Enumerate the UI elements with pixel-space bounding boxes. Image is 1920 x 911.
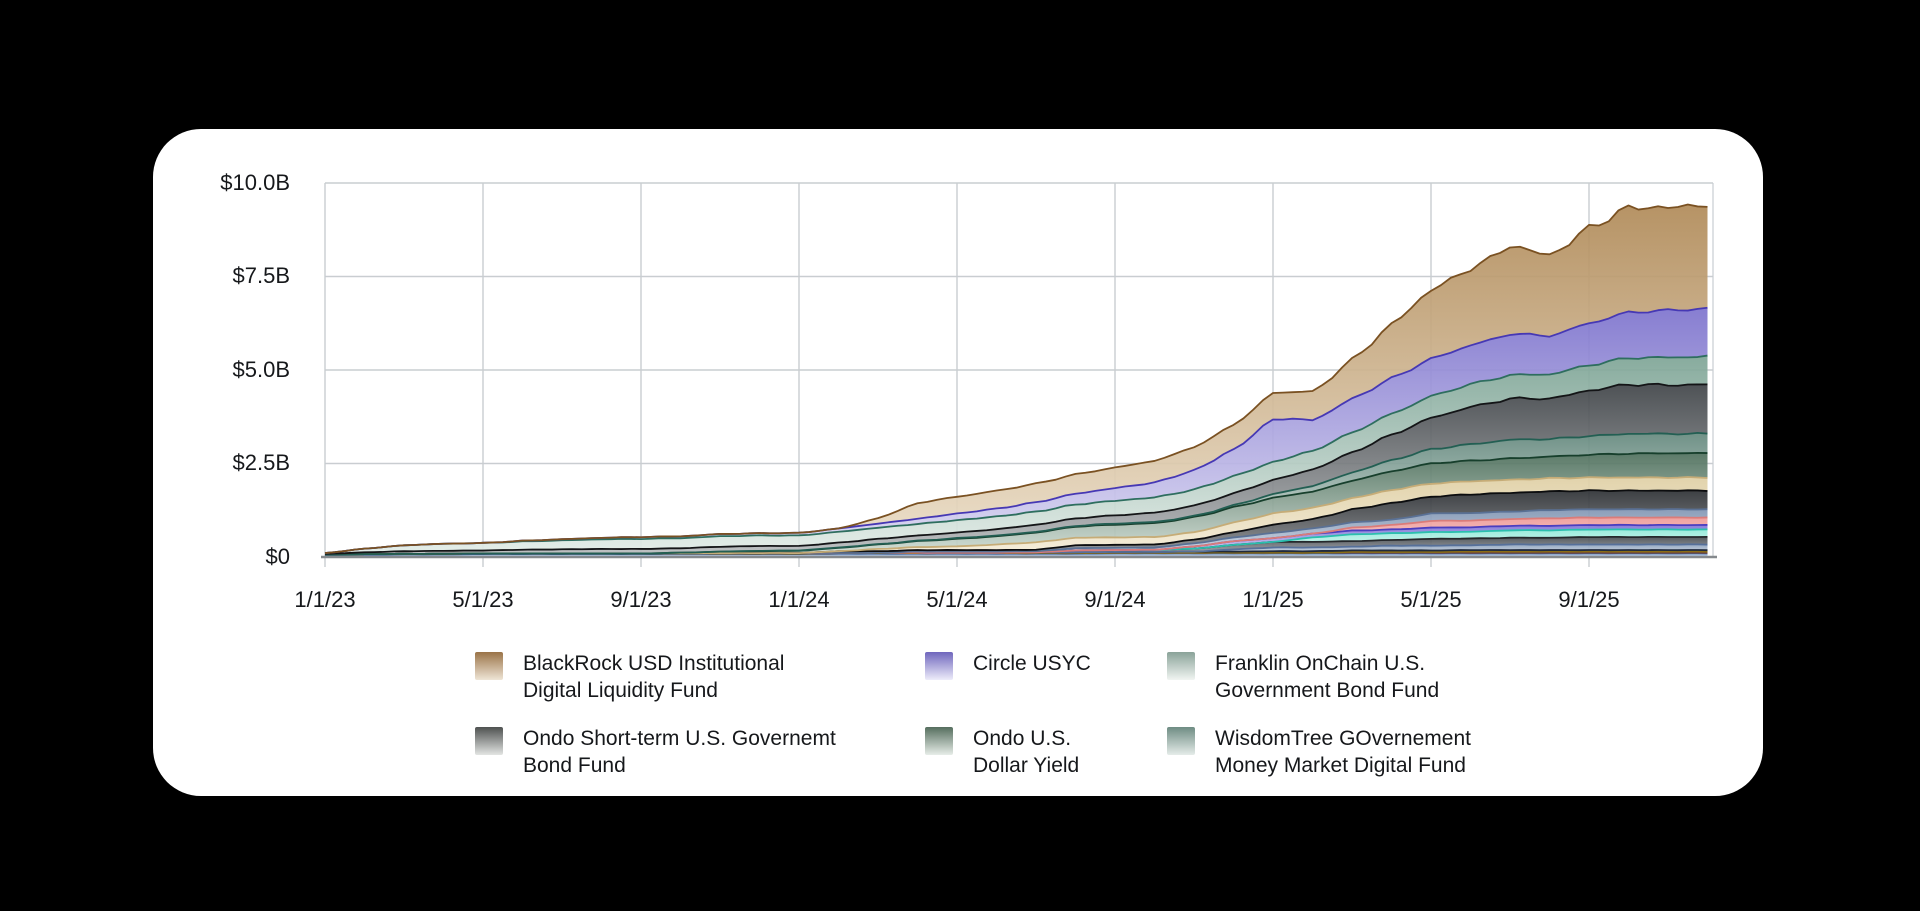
y-tick-7-5b: $7.5B xyxy=(232,263,291,288)
legend-line2: Money Market Digital Fund xyxy=(1215,754,1466,777)
legend-line1: Ondo U.S. xyxy=(973,727,1072,750)
legend-line1: WisdomTree GOvernement xyxy=(1215,727,1471,750)
y-tick-2-5b: $2.5B xyxy=(232,450,291,475)
legend-item-circle-usyc: Circle USYC xyxy=(925,650,1091,680)
legend-label-franklin-onchain: Franklin OnChain U.S. Government Bond Fun… xyxy=(1215,650,1439,704)
legend-line1: Circle USYC xyxy=(973,652,1091,675)
franklin-onchain-swatch xyxy=(1167,652,1195,680)
legend-item-wisdomtree: WisdomTree GOvernement Money Market Digit… xyxy=(1167,725,1471,779)
legend-item-franklin-onchain: Franklin OnChain U.S. Government Bond Fun… xyxy=(1167,650,1439,704)
wisdomtree-swatch xyxy=(1167,727,1195,755)
legend-line2: Bond Fund xyxy=(523,754,626,777)
x-tick-1-1-23: 1/1/23 xyxy=(294,587,356,612)
legend-line1: Franklin OnChain U.S. xyxy=(1215,652,1426,675)
legend-label-ondo-dollar-yield: Ondo U.S. Dollar Yield xyxy=(973,725,1079,779)
x-tick-5-1-23: 5/1/23 xyxy=(452,587,514,612)
x-tick-9-1-24: 9/1/24 xyxy=(1084,587,1146,612)
x-tick-9-1-23: 9/1/23 xyxy=(610,587,672,612)
legend-line1: Ondo Short-term U.S. Governemt xyxy=(523,727,836,750)
legend-item-blackrock-buidl: BlackRock USD Institutional Digital Liqui… xyxy=(475,650,784,704)
x-tick-1-1-25: 1/1/25 xyxy=(1242,587,1304,612)
legend-line1: BlackRock USD Institutional xyxy=(523,652,785,675)
legend-item-ondo-short-term: Ondo Short-term U.S. Governemt Bond Fund xyxy=(475,725,836,779)
legend-label-blackrock-buidl: BlackRock USD Institutional Digital Liqui… xyxy=(523,650,784,704)
x-tick-5-1-25: 5/1/25 xyxy=(1400,587,1462,612)
legend-label-ondo-short-term: Ondo Short-term U.S. Governemt Bond Fund xyxy=(523,725,836,779)
legend-line2: Government Bond Fund xyxy=(1215,679,1440,702)
legend-line2: Digital Liquidity Fund xyxy=(523,679,718,702)
legend-item-ondo-dollar-yield: Ondo U.S. Dollar Yield xyxy=(925,725,1079,779)
ondo-dollar-yield-swatch xyxy=(925,727,953,755)
x-tick-9-1-25: 9/1/25 xyxy=(1558,587,1620,612)
ondo-short-term-swatch xyxy=(475,727,503,755)
x-tick-1-1-24: 1/1/24 xyxy=(768,587,830,612)
y-tick-0: $0 xyxy=(265,544,290,569)
legend-line2: Dollar Yield xyxy=(973,754,1080,777)
y-tick-5b: $5.0B xyxy=(232,357,291,382)
blackrock-buidl-swatch xyxy=(475,652,503,680)
x-tick-5-1-24: 5/1/24 xyxy=(926,587,988,612)
y-tick-10b: $10.0B xyxy=(220,170,290,195)
legend-label-circle-usyc: Circle USYC xyxy=(973,650,1091,677)
circle-usyc-swatch xyxy=(925,652,953,680)
chart-card xyxy=(153,129,1763,796)
legend-label-wisdomtree: WisdomTree GOvernement Money Market Digit… xyxy=(1215,725,1471,779)
